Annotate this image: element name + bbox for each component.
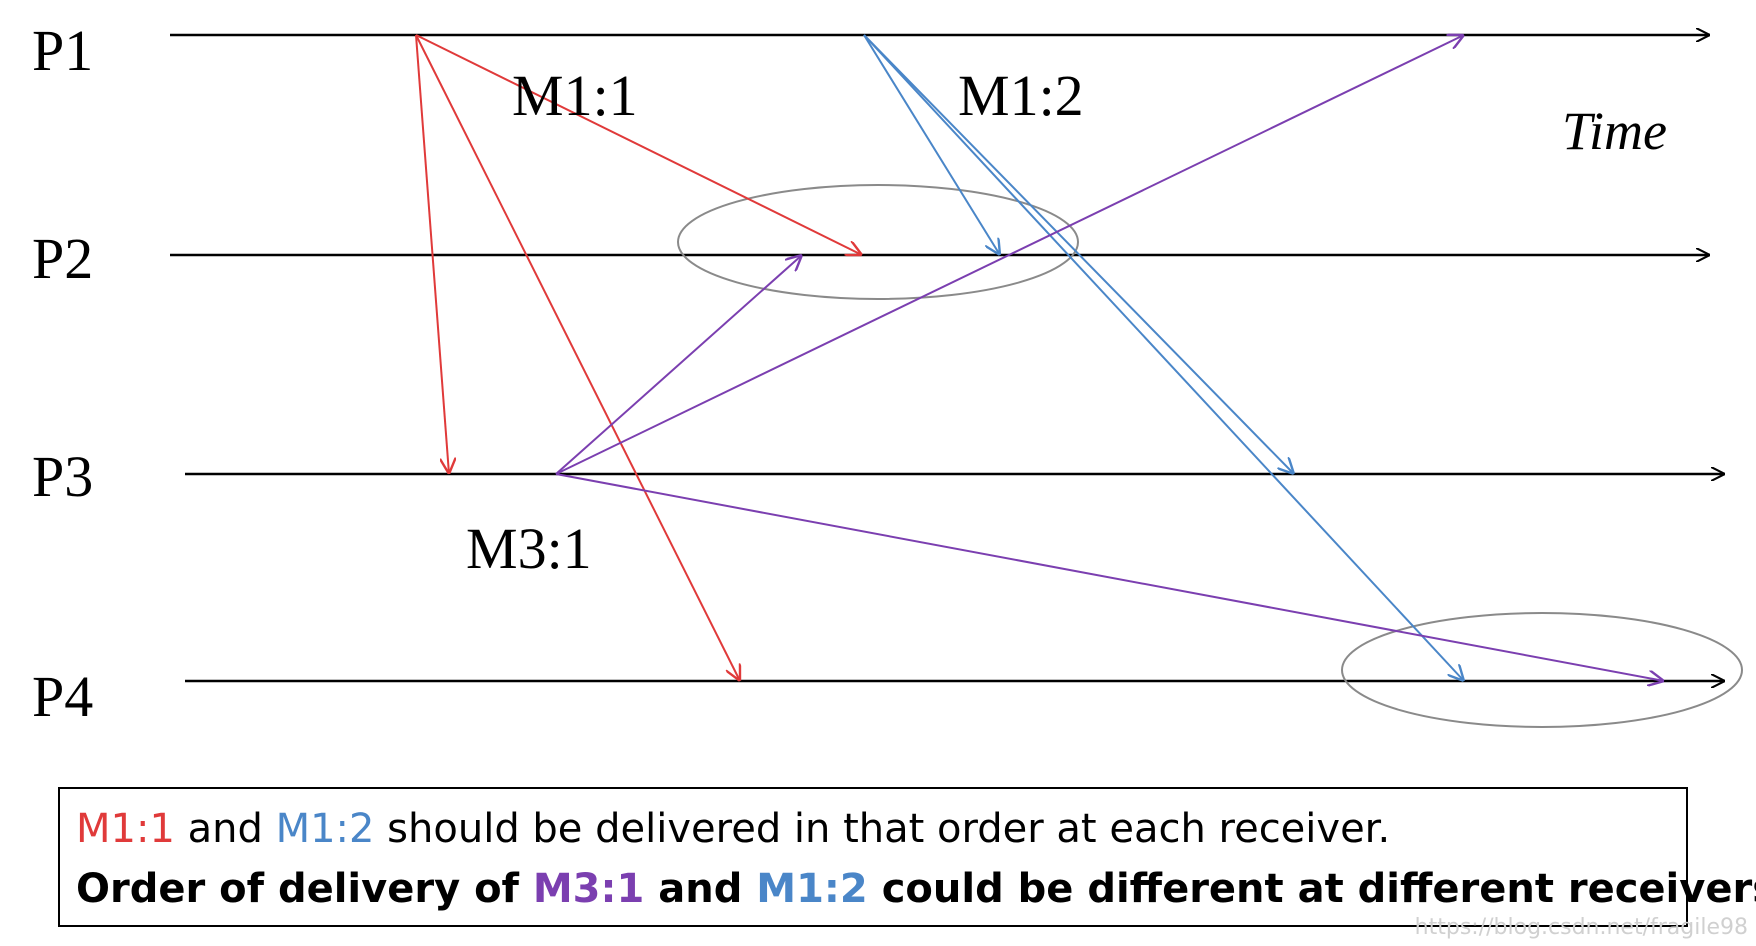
- caption-rest-1: should be delivered in that order at eac…: [374, 806, 1391, 852]
- arrow-m31-to-p2: [555, 255, 802, 475]
- arrow-m31-to-p1: [555, 35, 1464, 475]
- caption-and-2: and: [644, 866, 757, 912]
- process-label-p4: P4: [32, 664, 93, 729]
- message-label-m11: M1:1: [512, 63, 638, 128]
- caption-prefix-2: Order of delivery of: [76, 866, 533, 912]
- caption-and-1: and: [174, 806, 276, 852]
- caption-m12-2: M1:2: [756, 866, 868, 912]
- caption-line-1: M1:1 and M1:2 should be delivered in tha…: [76, 799, 1670, 859]
- message-label-m12: M1:2: [958, 63, 1084, 128]
- arrow-m11-to-p2: [415, 34, 862, 255]
- process-label-p2: P2: [32, 226, 93, 291]
- arrow-m12-to-p4: [863, 34, 1464, 681]
- arrow-m12-to-p3: [863, 34, 1294, 474]
- arrow-m31-to-p4: [555, 473, 1664, 681]
- caption-box: M1:1 and M1:2 should be delivered in tha…: [58, 787, 1756, 927]
- caption-line-2: Order of delivery of M3:1 and M1:2 could…: [76, 859, 1756, 919]
- time-axis-label: Time: [1562, 101, 1667, 161]
- arrow-m11-to-p4: [415, 34, 740, 681]
- arrow-m12-to-p2: [863, 34, 1000, 255]
- caption-m31: M3:1: [532, 866, 645, 912]
- message-label-m31: M3:1: [466, 516, 592, 581]
- delivery-ellipse-p4: [1341, 612, 1743, 728]
- caption-rest-2: could be different at different receiver…: [867, 866, 1756, 912]
- process-label-p1: P1: [32, 18, 93, 83]
- caption-m11: M1:1: [76, 806, 175, 852]
- arrow-m11-to-p3: [415, 34, 449, 474]
- caption-m12: M1:2: [275, 806, 375, 852]
- process-label-p3: P3: [32, 444, 93, 509]
- watermark-text: https://blog.csdn.net/fragile98: [1414, 915, 1748, 940]
- delivery-ellipse-p2: [677, 184, 1079, 300]
